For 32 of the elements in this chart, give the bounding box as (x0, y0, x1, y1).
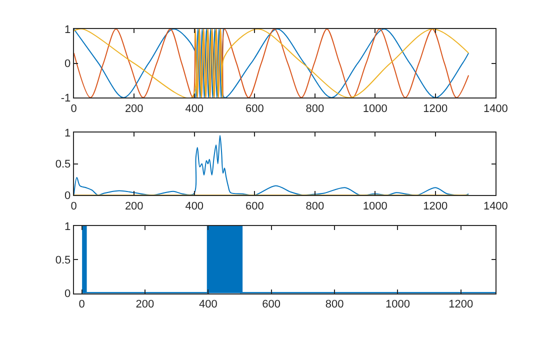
x-tick-label: 800 (306, 200, 324, 212)
x-tick-label: 200 (124, 200, 144, 212)
x-tick-label: 1200 (423, 102, 448, 115)
y-tick-label: 0 (64, 190, 71, 202)
x-tick-label: 600 (245, 102, 264, 115)
y-tick-label: 0.5 (55, 158, 71, 171)
x-tick-label: 1400 (483, 200, 508, 212)
x-tick-label: 1000 (385, 298, 410, 310)
line-series (74, 29, 470, 98)
y-tick-label: 0 (64, 288, 71, 300)
y-tick-label: 0.5 (55, 254, 71, 266)
x-tick-label: 200 (124, 102, 144, 115)
y-tick-label: 1 (64, 127, 71, 140)
x-tick-label: 1200 (448, 298, 474, 310)
line-series (74, 135, 470, 196)
x-tick-label: 200 (136, 298, 154, 310)
x-tick-label: 800 (306, 102, 324, 115)
x-tick-label: 0 (78, 298, 85, 310)
x-tick-label: 1200 (423, 200, 448, 212)
x-tick-label: 400 (185, 200, 204, 212)
y-tick-label: 1 (64, 24, 71, 36)
y-tick-label: -1 (60, 92, 71, 104)
x-tick-label: 600 (262, 298, 281, 310)
x-tick-label: 1000 (362, 200, 388, 212)
x-tick-label: 600 (245, 200, 264, 212)
x-tick-label: 1400 (483, 102, 508, 115)
y-tick-label: 0 (64, 58, 71, 70)
x-tick-label: 400 (198, 298, 218, 310)
y-tick-label: 1 (64, 220, 71, 233)
x-tick-label: 400 (185, 102, 204, 115)
x-tick-label: 1000 (362, 102, 388, 115)
x-tick-label: 800 (325, 298, 344, 310)
